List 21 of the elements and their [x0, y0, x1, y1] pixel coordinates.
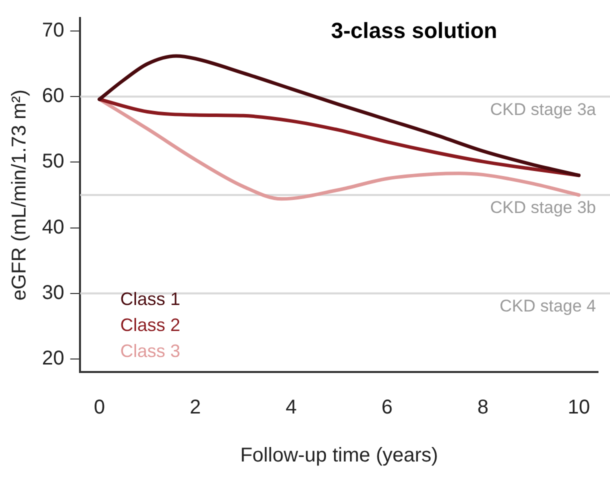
text: Class 3: [120, 340, 180, 361]
x-axis-title: Follow-up time (years): [240, 444, 438, 467]
y-tick-label: 30: [42, 282, 64, 304]
y-tick-label: 70: [42, 20, 64, 42]
text: Class 2: [120, 314, 180, 335]
y-tick-label: 50: [42, 150, 64, 173]
chart-title: 3-class solution: [330, 18, 498, 44]
ref-line-label: CKD stage 4: [500, 296, 596, 316]
x-tick-label: 2: [190, 396, 201, 419]
y-axis-title: eGFR (mL/min/1.73 m²): [8, 89, 31, 301]
y-tick-label: 60: [42, 85, 64, 108]
y-tick-label: 40: [42, 216, 64, 238]
x-tick-label: 8: [477, 396, 489, 419]
text: Class 1: [120, 288, 180, 309]
x-tick-label: 4: [286, 396, 297, 419]
ref-line-label: CKD stage 3a: [490, 100, 597, 119]
x-tick-label: 6: [382, 396, 393, 419]
ref-line-label: CKD stage 3b: [490, 198, 596, 218]
x-tick-label: 10: [568, 396, 590, 419]
x-tick-label: 0: [94, 396, 105, 419]
y-tick-label: 20: [42, 347, 64, 370]
